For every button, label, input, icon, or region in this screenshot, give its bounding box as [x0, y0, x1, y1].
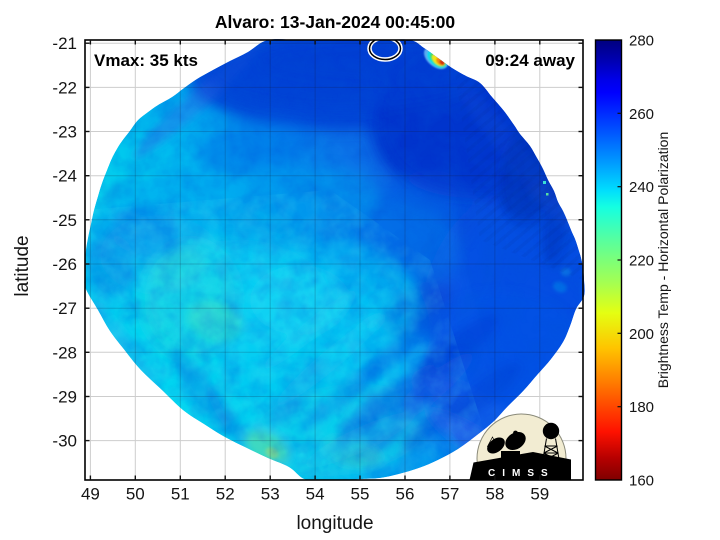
svg-text:longitude: longitude [296, 513, 373, 534]
svg-text:-24: -24 [52, 167, 77, 186]
svg-text:Alvaro: 13-Jan-2024 00:45:00: Alvaro: 13-Jan-2024 00:45:00 [215, 12, 456, 32]
svg-text:59: 59 [530, 485, 549, 504]
svg-text:51: 51 [171, 485, 190, 504]
svg-text:57: 57 [440, 485, 459, 504]
svg-text:58: 58 [485, 485, 504, 504]
svg-text:160: 160 [629, 473, 654, 490]
svg-text:CIMSS: CIMSS [488, 468, 555, 479]
svg-text:-28: -28 [52, 343, 77, 362]
svg-text:180: 180 [629, 399, 654, 416]
svg-text:-21: -21 [52, 34, 77, 53]
svg-text:240: 240 [629, 179, 654, 196]
svg-text:09:24 away: 09:24 away [485, 51, 575, 70]
svg-text:200: 200 [629, 326, 654, 343]
svg-text:Vmax: 35 kts: Vmax: 35 kts [94, 51, 198, 70]
svg-text:260: 260 [629, 106, 654, 123]
svg-text:280: 280 [629, 33, 654, 50]
svg-text:latitude: latitude [12, 235, 33, 296]
svg-text:Brightness Temp - Horizontal P: Brightness Temp - Horizontal Polarizatio… [655, 132, 671, 389]
svg-text:55: 55 [351, 485, 370, 504]
svg-text:-26: -26 [52, 255, 77, 274]
svg-text:-23: -23 [52, 123, 77, 142]
svg-text:50: 50 [126, 485, 145, 504]
svg-text:54: 54 [306, 485, 325, 504]
svg-text:56: 56 [396, 485, 415, 504]
svg-text:52: 52 [216, 485, 235, 504]
svg-text:53: 53 [261, 485, 280, 504]
svg-text:-30: -30 [52, 432, 77, 451]
svg-text:-25: -25 [52, 211, 77, 230]
svg-text:49: 49 [81, 485, 100, 504]
svg-text:220: 220 [629, 253, 654, 270]
svg-text:-22: -22 [52, 78, 77, 97]
svg-text:-27: -27 [52, 299, 77, 318]
svg-text:-29: -29 [52, 388, 77, 407]
